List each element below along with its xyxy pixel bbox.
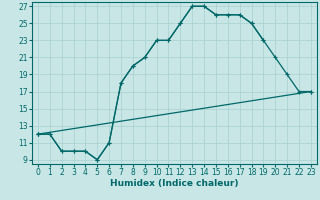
- X-axis label: Humidex (Indice chaleur): Humidex (Indice chaleur): [110, 179, 239, 188]
